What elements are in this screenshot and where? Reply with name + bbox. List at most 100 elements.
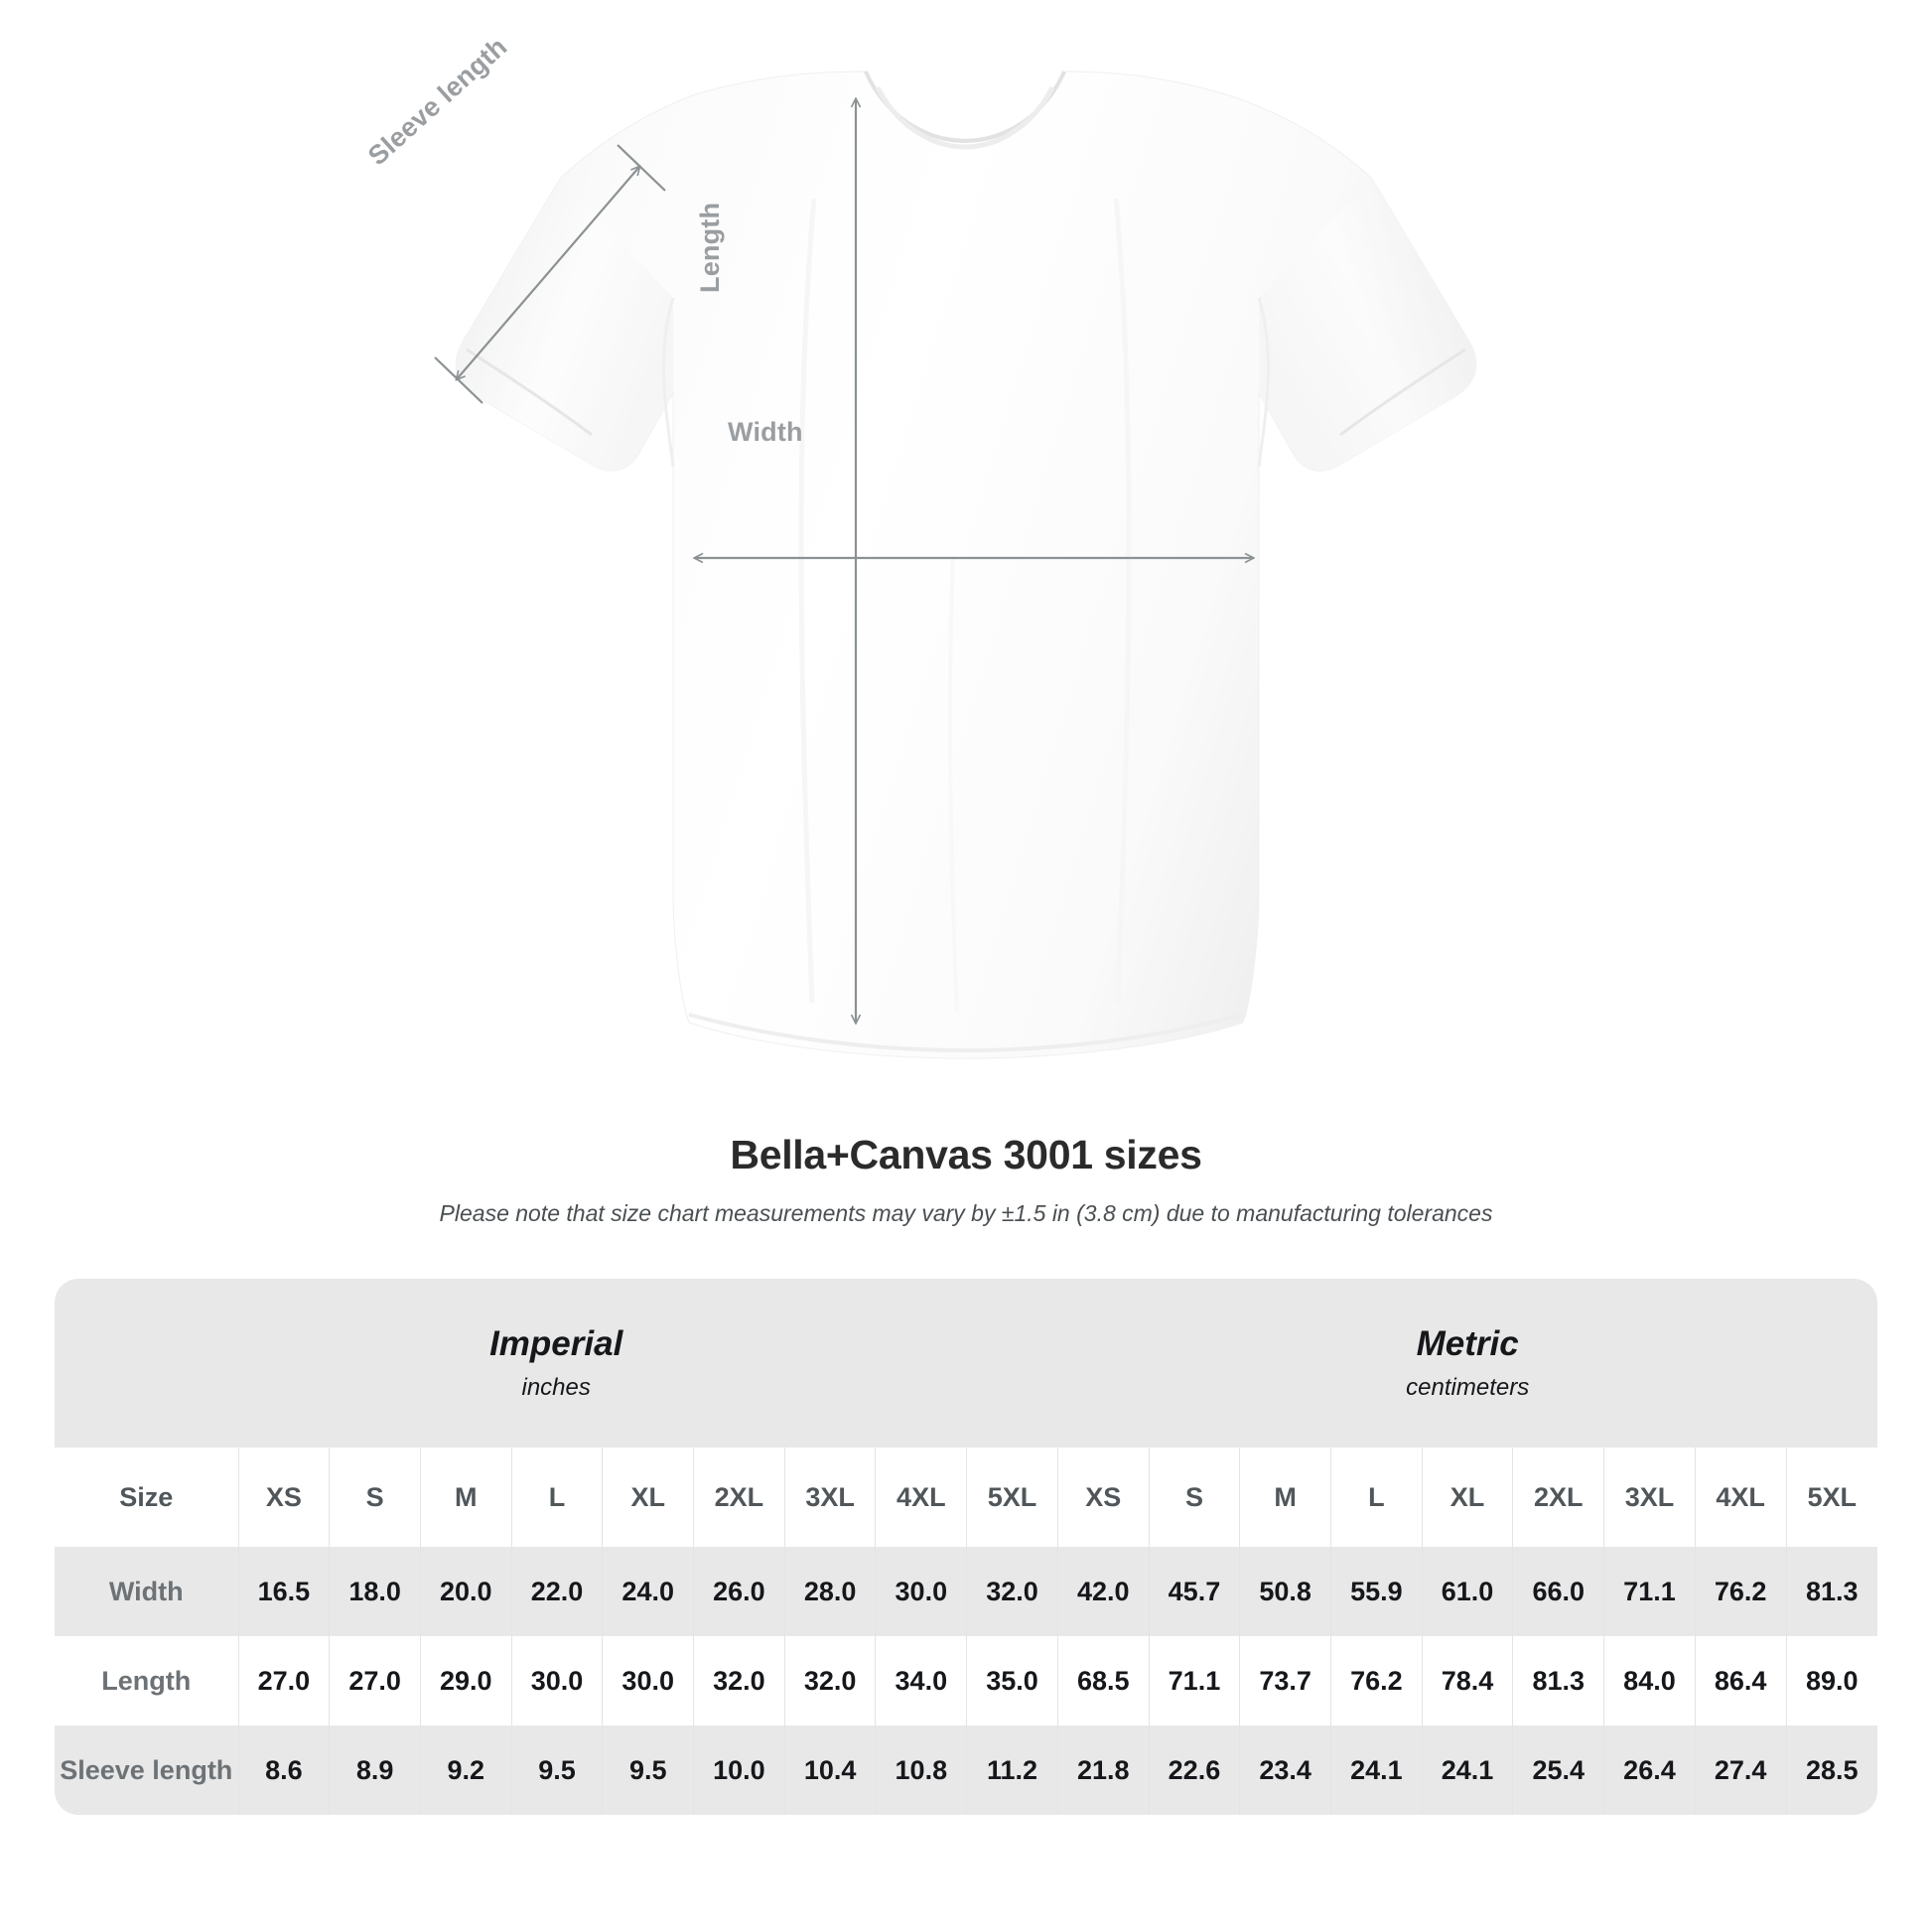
size-column-header: Size xyxy=(55,1448,239,1547)
row-header-width: Width xyxy=(55,1547,239,1636)
cell-sleeve-length-metric-m: 23.4 xyxy=(1239,1725,1331,1815)
cell-sleeve-length-metric-xl: 24.1 xyxy=(1421,1725,1513,1815)
cell-width-metric-s: 45.7 xyxy=(1148,1547,1240,1636)
size-header-metric-2xl: 2XL xyxy=(1512,1448,1604,1547)
cell-sleeve-length-metric-2xl: 25.4 xyxy=(1512,1725,1604,1815)
length-label: Length xyxy=(695,202,725,293)
cell-length-metric-l: 76.2 xyxy=(1330,1636,1423,1725)
tshirt-graphic xyxy=(434,70,1477,1059)
cell-width-imperial-l: 22.0 xyxy=(510,1547,603,1636)
unit-group-subtitle: centimeters xyxy=(1406,1374,1530,1402)
cell-width-metric-4xl: 76.2 xyxy=(1694,1547,1787,1636)
measurement-guides xyxy=(434,99,1253,1023)
cell-width-imperial-3xl: 28.0 xyxy=(783,1547,876,1636)
unit-banner-row: Imperial inches Metric centimeters xyxy=(55,1279,1877,1448)
cell-sleeve-length-metric-3xl: 26.4 xyxy=(1603,1725,1696,1815)
size-header-metric-xs: XS xyxy=(1056,1448,1150,1547)
size-header-imperial-4xl: 4XL xyxy=(875,1448,967,1547)
size-header-imperial-xs: XS xyxy=(237,1448,330,1547)
cell-sleeve-length-metric-l: 24.1 xyxy=(1330,1725,1423,1815)
cell-sleeve-length-imperial-2xl: 10.0 xyxy=(693,1725,785,1815)
size-header-imperial-3xl: 3XL xyxy=(783,1448,876,1547)
cell-width-metric-xs: 42.0 xyxy=(1056,1547,1150,1636)
heading-block: Bella+Canvas 3001 sizes Please note that… xyxy=(0,1132,1932,1227)
table-row: Sleeve length 8.6 8.9 9.2 9.5 9.5 10.0 10.4 10.8… xyxy=(55,1725,1877,1815)
cell-length-metric-2xl: 81.3 xyxy=(1512,1636,1604,1725)
tshirt-body xyxy=(455,70,1477,1059)
cell-length-imperial-2xl: 32.0 xyxy=(693,1636,785,1725)
cell-sleeve-length-imperial-s: 8.9 xyxy=(329,1725,421,1815)
size-header-metric-4xl: 4XL xyxy=(1694,1448,1787,1547)
unit-group-subtitle: inches xyxy=(521,1374,591,1402)
cell-width-metric-5xl: 81.3 xyxy=(1785,1547,1877,1636)
cell-width-metric-m: 50.8 xyxy=(1239,1547,1331,1636)
cell-sleeve-length-metric-4xl: 27.4 xyxy=(1694,1725,1787,1815)
size-header-imperial-s: S xyxy=(329,1448,421,1547)
cell-sleeve-length-imperial-5xl: 11.2 xyxy=(966,1725,1058,1815)
cell-width-imperial-4xl: 30.0 xyxy=(875,1547,967,1636)
size-header-metric-m: M xyxy=(1239,1448,1331,1547)
table-row: Width 16.5 18.0 20.0 22.0 24.0 26.0 28.0 30.0 32.… xyxy=(55,1547,1877,1636)
sleeve-length-arrow xyxy=(457,167,639,379)
unit-group-metric: Metric centimeters xyxy=(1057,1279,1877,1448)
cell-width-metric-2xl: 66.0 xyxy=(1512,1547,1604,1636)
cell-length-metric-m: 73.7 xyxy=(1239,1636,1331,1725)
size-header-metric-s: S xyxy=(1148,1448,1240,1547)
sleeve-tick-bottom xyxy=(434,356,483,404)
cell-sleeve-length-imperial-3xl: 10.4 xyxy=(783,1725,876,1815)
cell-length-metric-4xl: 86.4 xyxy=(1694,1636,1787,1725)
size-header-metric-5xl: 5XL xyxy=(1785,1448,1877,1547)
cell-sleeve-length-metric-5xl: 28.5 xyxy=(1785,1725,1877,1815)
tolerance-note: Please note that size chart measurements… xyxy=(439,1200,1493,1226)
size-header-imperial-5xl: 5XL xyxy=(966,1448,1058,1547)
size-header-metric-3xl: 3XL xyxy=(1603,1448,1696,1547)
cell-length-metric-3xl: 84.0 xyxy=(1603,1636,1696,1725)
cell-length-imperial-xl: 30.0 xyxy=(602,1636,694,1725)
unit-group-imperial: Imperial inches xyxy=(55,1279,1058,1448)
sleeve-tick-top xyxy=(617,144,666,192)
cell-length-metric-xs: 68.5 xyxy=(1056,1636,1150,1725)
page-title: Bella+Canvas 3001 sizes xyxy=(730,1132,1202,1177)
cell-width-imperial-2xl: 26.0 xyxy=(693,1547,785,1636)
cell-sleeve-length-metric-xs: 21.8 xyxy=(1056,1725,1150,1815)
cell-width-metric-l: 55.9 xyxy=(1330,1547,1423,1636)
cell-width-imperial-m: 20.0 xyxy=(419,1547,512,1636)
cell-length-imperial-4xl: 34.0 xyxy=(875,1636,967,1725)
cell-length-imperial-xs: 27.0 xyxy=(237,1636,330,1725)
cell-sleeve-length-imperial-4xl: 10.8 xyxy=(875,1725,967,1815)
size-table-wrapper: Imperial inches Metric centimeters Size XS S M L… xyxy=(55,1279,1877,1815)
size-header-metric-l: L xyxy=(1330,1448,1423,1547)
row-header-sleeve-length: Sleeve length xyxy=(55,1725,239,1815)
size-header-imperial-xl: XL xyxy=(602,1448,694,1547)
size-header-metric-xl: XL xyxy=(1421,1448,1513,1547)
size-header-imperial-l: L xyxy=(510,1448,603,1547)
cell-length-imperial-m: 29.0 xyxy=(419,1636,512,1725)
table-row: Length 27.0 27.0 29.0 30.0 30.0 32.0 32.0 34.0 35… xyxy=(55,1636,1877,1725)
cell-sleeve-length-imperial-m: 9.2 xyxy=(419,1725,512,1815)
row-header-length: Length xyxy=(55,1636,239,1725)
cell-width-imperial-5xl: 32.0 xyxy=(966,1547,1058,1636)
cell-width-imperial-s: 18.0 xyxy=(329,1547,421,1636)
cell-length-imperial-l: 30.0 xyxy=(510,1636,603,1725)
cell-length-imperial-5xl: 35.0 xyxy=(966,1636,1058,1725)
size-header-row: Size XS S M L XL 2XL 3XL 4XL 5XL XS S M L XL 2XL 3XL 4XL 5… xyxy=(55,1448,1877,1547)
unit-group-name: Imperial xyxy=(489,1324,623,1364)
cell-length-metric-5xl: 89.0 xyxy=(1785,1636,1877,1725)
cell-width-metric-3xl: 71.1 xyxy=(1603,1547,1696,1636)
cell-sleeve-length-imperial-l: 9.5 xyxy=(510,1725,603,1815)
cell-sleeve-length-imperial-xl: 9.5 xyxy=(602,1725,694,1815)
cell-width-metric-xl: 61.0 xyxy=(1421,1547,1513,1636)
cell-length-metric-s: 71.1 xyxy=(1148,1636,1240,1725)
size-table: Imperial inches Metric centimeters Size XS S M L… xyxy=(55,1279,1877,1815)
size-header-imperial-2xl: 2XL xyxy=(693,1448,785,1547)
tshirt-illustration: Sleeve length Length Width xyxy=(362,32,1477,1059)
width-label: Width xyxy=(728,417,803,447)
size-header-imperial-m: M xyxy=(419,1448,512,1547)
unit-group-name: Metric xyxy=(1416,1324,1519,1364)
cell-width-imperial-xs: 16.5 xyxy=(237,1547,330,1636)
cell-sleeve-length-imperial-xs: 8.6 xyxy=(237,1725,330,1815)
cell-length-metric-xl: 78.4 xyxy=(1421,1636,1513,1725)
cell-width-imperial-xl: 24.0 xyxy=(602,1547,694,1636)
cell-length-imperial-s: 27.0 xyxy=(329,1636,421,1725)
